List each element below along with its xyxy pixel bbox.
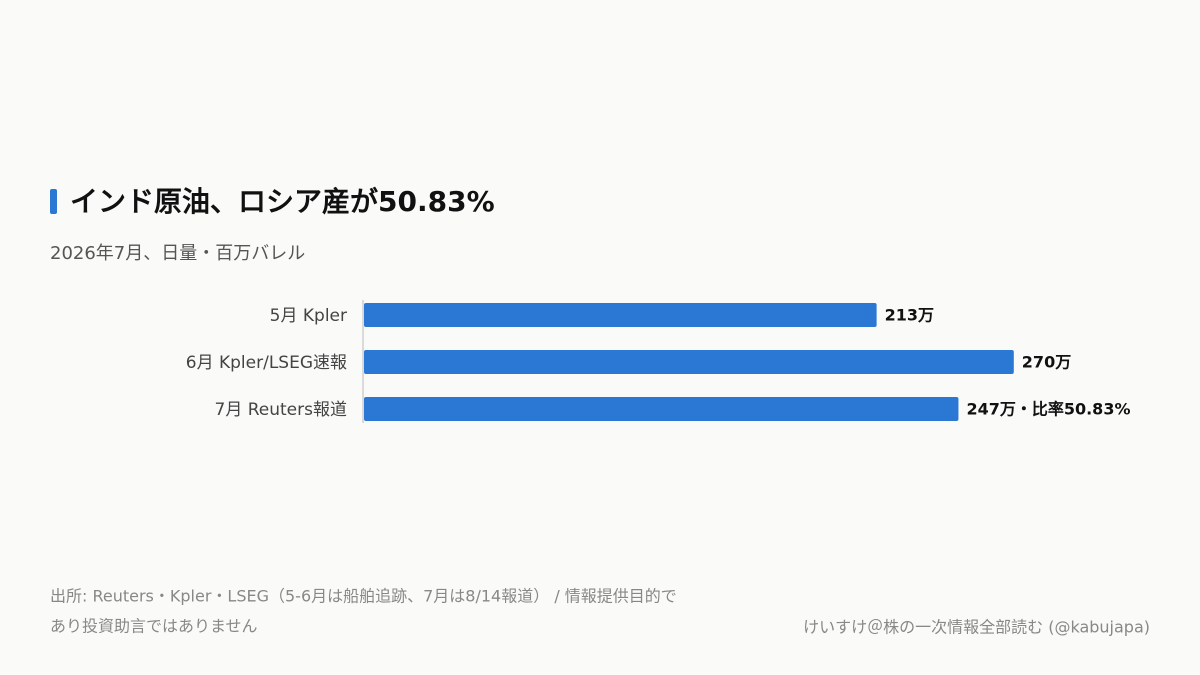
bar [364,350,1014,374]
value-label: 247万・比率50.83% [966,400,1130,419]
category-label: 5月 Kpler [270,306,347,326]
category-label: 6月 Kpler/LSEG速報 [186,353,347,373]
title-accent [50,189,57,214]
source-note: あり投資助言ではありません [50,617,258,636]
value-label: 270万 [1022,353,1071,372]
chart-title: インド原油、ロシア産が50.83% [70,185,495,218]
credit: けいすけ＠株の一次情報全部読む (@kabujapa) [803,618,1150,637]
bar [364,397,959,421]
value-label: 213万 [885,306,934,325]
category-label: 7月 Reuters報道 [215,400,347,420]
source-note: 出所: Reuters・Kpler・LSEG（5-6月は船舶追跡、7月は8/14… [50,587,677,606]
chart-subtitle: 2026年7月、日量・百万バレル [50,243,305,264]
bar [364,303,877,327]
